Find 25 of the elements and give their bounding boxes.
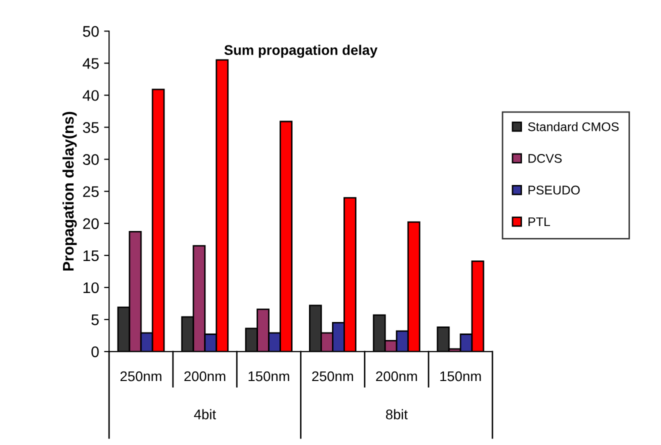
y-tick-label: 50 (82, 26, 99, 37)
legend-label: Standard CMOS (528, 122, 619, 132)
legend-label: DCVS (528, 154, 562, 163)
y-tick-label: 5 (91, 314, 99, 326)
text: 8bit (386, 409, 408, 420)
x-tick-label: 150nm (440, 371, 481, 382)
x-tick-label: 250nm (312, 371, 354, 382)
x-tick-label: 250nm (120, 371, 162, 382)
x-tick-label: 200nm (376, 371, 417, 382)
y-tick-label: 35 (82, 122, 99, 133)
text: 4bit (194, 409, 216, 420)
y-tick-label: 45 (82, 58, 99, 69)
y-tick-label: 0 (91, 346, 99, 358)
y-axis-title: Propagation delay(ns) (62, 112, 77, 271)
y-tick-label: 30 (82, 154, 99, 165)
y-tick-label: 40 (82, 90, 99, 101)
y-tick-label: 25 (83, 186, 99, 198)
x-tick-label: 200nm (184, 371, 226, 382)
legend-label: PSEUDO (528, 186, 580, 195)
legend-label: PTL (528, 217, 550, 226)
y-tick-label: 20 (83, 218, 99, 230)
x-tick-label: 150nm (248, 371, 290, 382)
text: Sum propagation delay (224, 44, 378, 58)
y-tick-label: 15 (84, 250, 99, 262)
y-tick-label: 10 (84, 282, 99, 294)
